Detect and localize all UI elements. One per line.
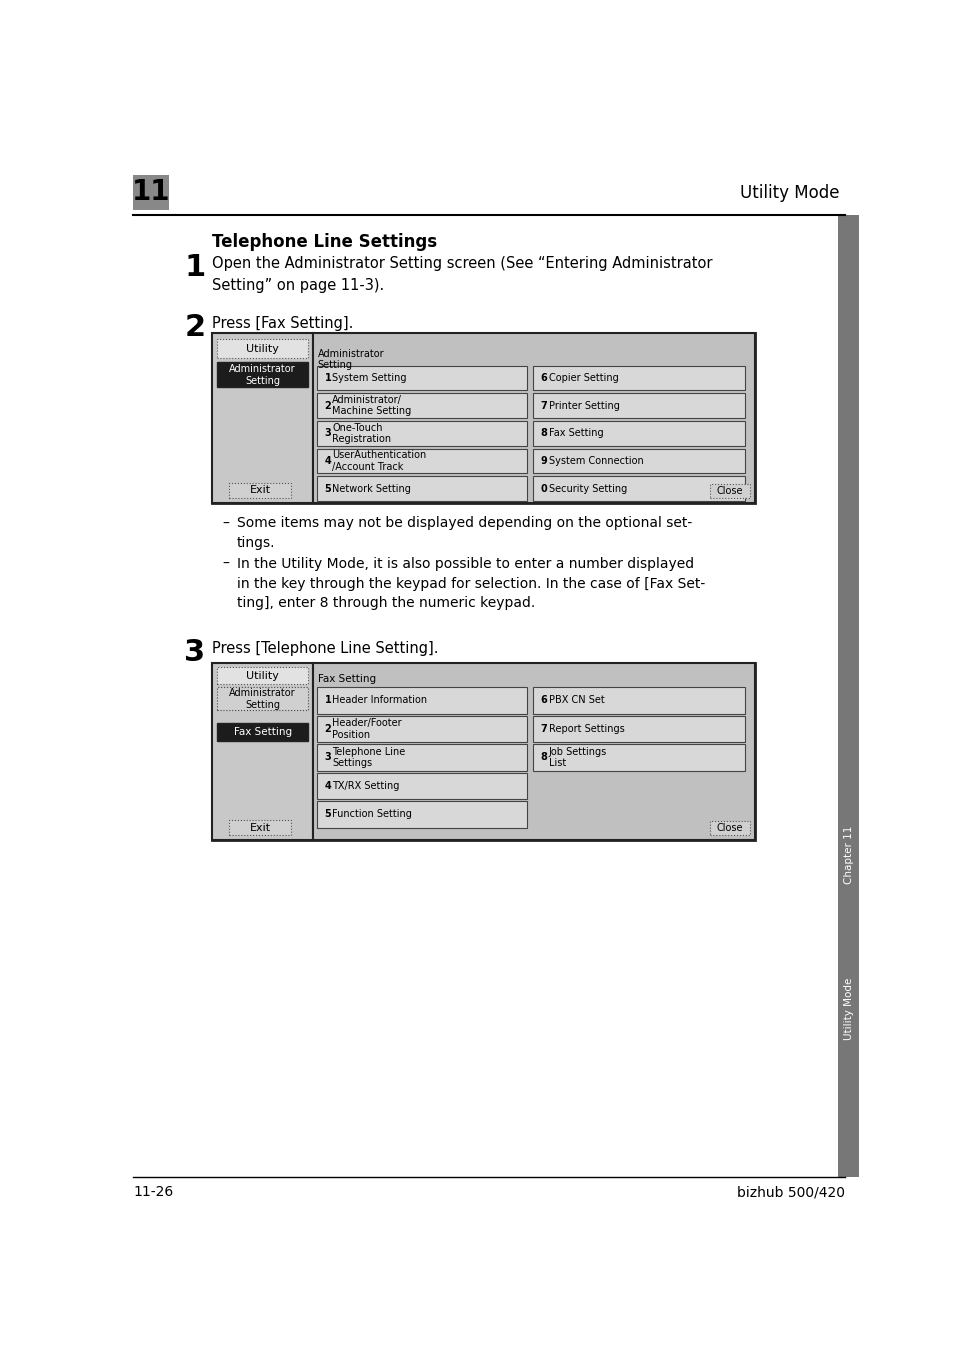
Text: 2: 2 bbox=[324, 400, 331, 411]
Text: 1: 1 bbox=[184, 253, 206, 283]
Bar bbox=[216, 362, 308, 387]
Text: Fax Setting: Fax Setting bbox=[548, 429, 602, 438]
Bar bbox=[212, 333, 313, 503]
Text: Exit: Exit bbox=[250, 822, 271, 833]
Text: Close: Close bbox=[716, 823, 742, 833]
Text: Administrator
Setting: Administrator Setting bbox=[317, 349, 384, 370]
Text: –: – bbox=[223, 557, 230, 572]
Bar bbox=[533, 393, 744, 418]
Text: Utility Mode: Utility Mode bbox=[740, 184, 840, 201]
Bar bbox=[316, 745, 526, 771]
Bar bbox=[133, 174, 169, 210]
Text: 1: 1 bbox=[324, 373, 331, 383]
Bar bbox=[316, 393, 526, 418]
Bar bbox=[216, 668, 308, 684]
Text: 6: 6 bbox=[540, 695, 547, 706]
Text: 11: 11 bbox=[132, 178, 170, 207]
Text: 7: 7 bbox=[540, 400, 547, 411]
Text: TX/RX Setting: TX/RX Setting bbox=[332, 781, 399, 791]
Text: 4: 4 bbox=[324, 456, 331, 466]
Text: Report Settings: Report Settings bbox=[548, 723, 623, 734]
Text: 3: 3 bbox=[324, 429, 331, 438]
Text: Header/Footer
Position: Header/Footer Position bbox=[332, 718, 401, 740]
Text: PBX CN Set: PBX CN Set bbox=[548, 695, 603, 706]
Bar bbox=[533, 476, 744, 502]
Bar bbox=[229, 483, 291, 498]
Bar bbox=[216, 339, 308, 358]
Text: Telephone Line
Settings: Telephone Line Settings bbox=[332, 746, 405, 768]
Bar bbox=[212, 333, 754, 503]
Bar bbox=[212, 662, 754, 840]
Text: Utility Mode: Utility Mode bbox=[842, 977, 853, 1041]
Text: 4: 4 bbox=[324, 781, 331, 791]
Text: System Connection: System Connection bbox=[548, 456, 642, 466]
Text: Fax Setting: Fax Setting bbox=[317, 673, 375, 684]
Text: 2: 2 bbox=[324, 723, 331, 734]
Text: Utility: Utility bbox=[246, 343, 279, 354]
Bar bbox=[313, 333, 754, 503]
Text: Printer Setting: Printer Setting bbox=[548, 400, 618, 411]
Text: Security Setting: Security Setting bbox=[548, 484, 626, 493]
Bar bbox=[533, 687, 744, 714]
Bar bbox=[533, 745, 744, 771]
Text: Network Setting: Network Setting bbox=[332, 484, 411, 493]
Bar bbox=[316, 802, 526, 827]
Text: 6: 6 bbox=[540, 373, 547, 383]
Text: Administrator/
Machine Setting: Administrator/ Machine Setting bbox=[332, 395, 411, 416]
Bar bbox=[216, 687, 308, 711]
Text: Close: Close bbox=[716, 485, 742, 496]
Text: One-Touch
Registration: One-Touch Registration bbox=[332, 423, 391, 443]
Bar bbox=[316, 715, 526, 742]
Text: bizhub 500/420: bizhub 500/420 bbox=[736, 1186, 843, 1199]
Text: Press [Telephone Line Setting].: Press [Telephone Line Setting]. bbox=[212, 641, 438, 656]
Text: Administrator
Setting: Administrator Setting bbox=[229, 688, 295, 710]
Bar bbox=[313, 662, 754, 840]
Bar bbox=[229, 819, 291, 836]
Text: 2: 2 bbox=[184, 314, 205, 342]
Text: Copier Setting: Copier Setting bbox=[548, 373, 618, 383]
Bar bbox=[533, 449, 744, 473]
Text: 3: 3 bbox=[184, 638, 205, 667]
Text: System Setting: System Setting bbox=[332, 373, 406, 383]
Text: 1: 1 bbox=[324, 695, 331, 706]
Text: Chapter 11: Chapter 11 bbox=[842, 826, 853, 884]
Bar bbox=[533, 365, 744, 391]
Text: 5: 5 bbox=[324, 810, 331, 819]
Bar bbox=[316, 687, 526, 714]
Bar bbox=[316, 449, 526, 473]
Bar bbox=[533, 420, 744, 446]
Text: Fax Setting: Fax Setting bbox=[233, 727, 292, 737]
Text: 11-26: 11-26 bbox=[133, 1186, 173, 1199]
Text: In the Utility Mode, it is also possible to enter a number displayed
in the key : In the Utility Mode, it is also possible… bbox=[236, 557, 704, 610]
Bar bbox=[216, 723, 308, 741]
Text: Open the Administrator Setting screen (See “Entering Administrator
Setting” on p: Open the Administrator Setting screen (S… bbox=[212, 256, 712, 293]
Text: 7: 7 bbox=[540, 723, 547, 734]
Bar bbox=[316, 420, 526, 446]
Bar bbox=[316, 365, 526, 391]
Text: 9: 9 bbox=[540, 456, 547, 466]
Text: 8: 8 bbox=[540, 753, 547, 763]
Text: Some items may not be displayed depending on the optional set-
tings.: Some items may not be displayed dependin… bbox=[236, 516, 692, 550]
Text: Administrator
Setting: Administrator Setting bbox=[229, 364, 295, 385]
Text: Function Setting: Function Setting bbox=[332, 810, 412, 819]
Bar bbox=[533, 715, 744, 742]
Text: Press [Fax Setting].: Press [Fax Setting]. bbox=[212, 316, 354, 331]
Bar bbox=[709, 484, 749, 498]
Text: UserAuthentication
/Account Track: UserAuthentication /Account Track bbox=[332, 450, 426, 472]
Bar bbox=[838, 215, 858, 1178]
Bar bbox=[316, 476, 526, 502]
Text: 0: 0 bbox=[540, 484, 547, 493]
Text: Telephone Line Settings: Telephone Line Settings bbox=[212, 233, 436, 251]
Text: –: – bbox=[223, 516, 230, 530]
Bar bbox=[212, 662, 313, 840]
Text: Exit: Exit bbox=[250, 485, 271, 495]
Bar bbox=[709, 822, 749, 836]
Text: Job Settings
List: Job Settings List bbox=[548, 746, 606, 768]
Text: 8: 8 bbox=[540, 429, 547, 438]
Bar bbox=[316, 773, 526, 799]
Text: 5: 5 bbox=[324, 484, 331, 493]
Text: Utility: Utility bbox=[246, 671, 279, 681]
Text: 3: 3 bbox=[324, 753, 331, 763]
Text: Header Information: Header Information bbox=[332, 695, 427, 706]
